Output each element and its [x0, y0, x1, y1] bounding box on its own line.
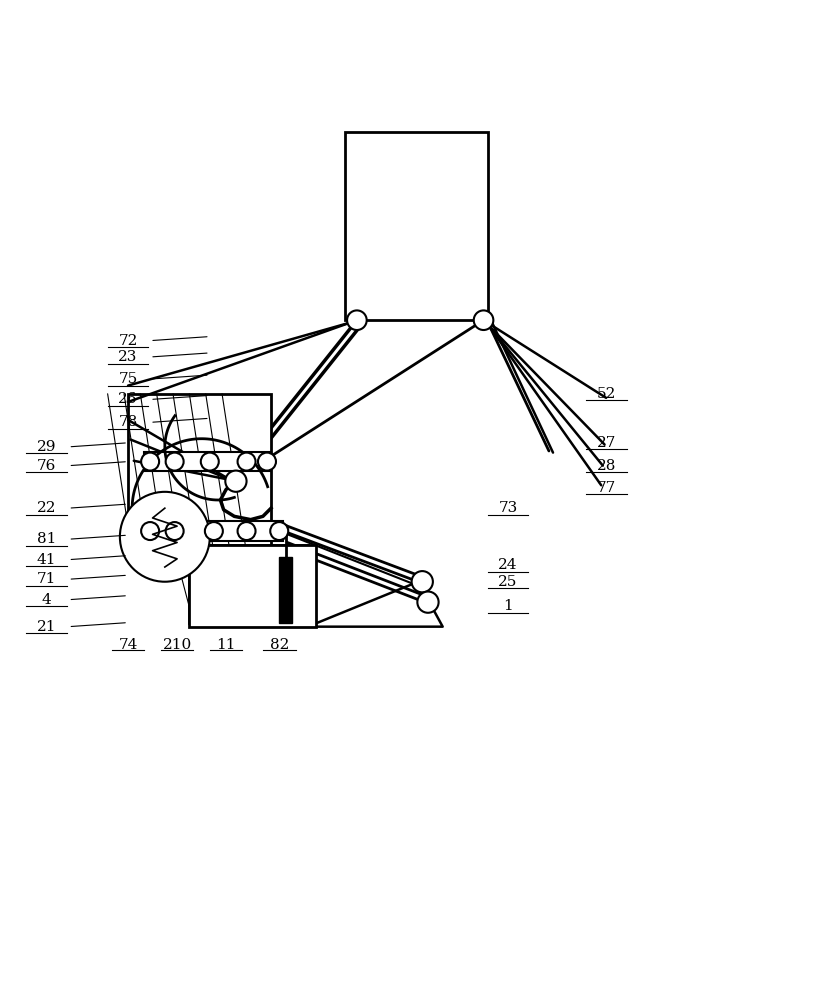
Circle shape [165, 453, 183, 471]
Text: 52: 52 [595, 387, 615, 401]
Bar [144, 521, 283, 541]
Text: 77: 77 [595, 481, 615, 495]
Text: 25: 25 [498, 575, 517, 589]
Circle shape [238, 522, 256, 540]
Text: 210: 210 [162, 638, 192, 652]
Text: 24: 24 [498, 558, 517, 572]
Circle shape [417, 592, 438, 613]
Circle shape [141, 522, 159, 540]
Bar [279, 557, 291, 623]
Circle shape [201, 453, 219, 471]
Text: 23: 23 [118, 350, 138, 364]
Circle shape [141, 453, 159, 471]
Text: 71: 71 [37, 572, 56, 586]
Text: 81: 81 [37, 532, 56, 546]
Circle shape [258, 453, 276, 471]
Text: 75: 75 [118, 372, 138, 386]
Text: 78: 78 [118, 415, 138, 429]
Circle shape [270, 522, 288, 540]
Text: 21: 21 [37, 620, 56, 634]
Circle shape [225, 471, 247, 492]
Bar [344, 132, 487, 320]
Text: 74: 74 [118, 638, 138, 652]
Text: 26: 26 [118, 392, 138, 406]
Text: 29: 29 [37, 440, 56, 454]
Circle shape [120, 492, 210, 582]
Text: 11: 11 [216, 638, 236, 652]
Text: 73: 73 [498, 501, 517, 515]
Text: 1: 1 [503, 599, 513, 613]
Text: 27: 27 [595, 436, 615, 450]
Circle shape [346, 310, 366, 330]
Circle shape [473, 310, 493, 330]
Circle shape [238, 453, 256, 471]
Bar [128, 394, 271, 553]
Text: 41: 41 [37, 553, 56, 567]
Text: 4: 4 [42, 593, 51, 607]
Text: 76: 76 [37, 459, 56, 473]
Circle shape [165, 522, 183, 540]
Text: 82: 82 [269, 638, 288, 652]
Text: 22: 22 [37, 501, 56, 515]
Text: 28: 28 [595, 459, 615, 473]
Bar [189, 545, 307, 623]
Bar [144, 452, 271, 471]
Circle shape [205, 522, 223, 540]
Circle shape [411, 571, 432, 592]
Text: 72: 72 [118, 334, 138, 348]
Bar [189, 545, 315, 627]
